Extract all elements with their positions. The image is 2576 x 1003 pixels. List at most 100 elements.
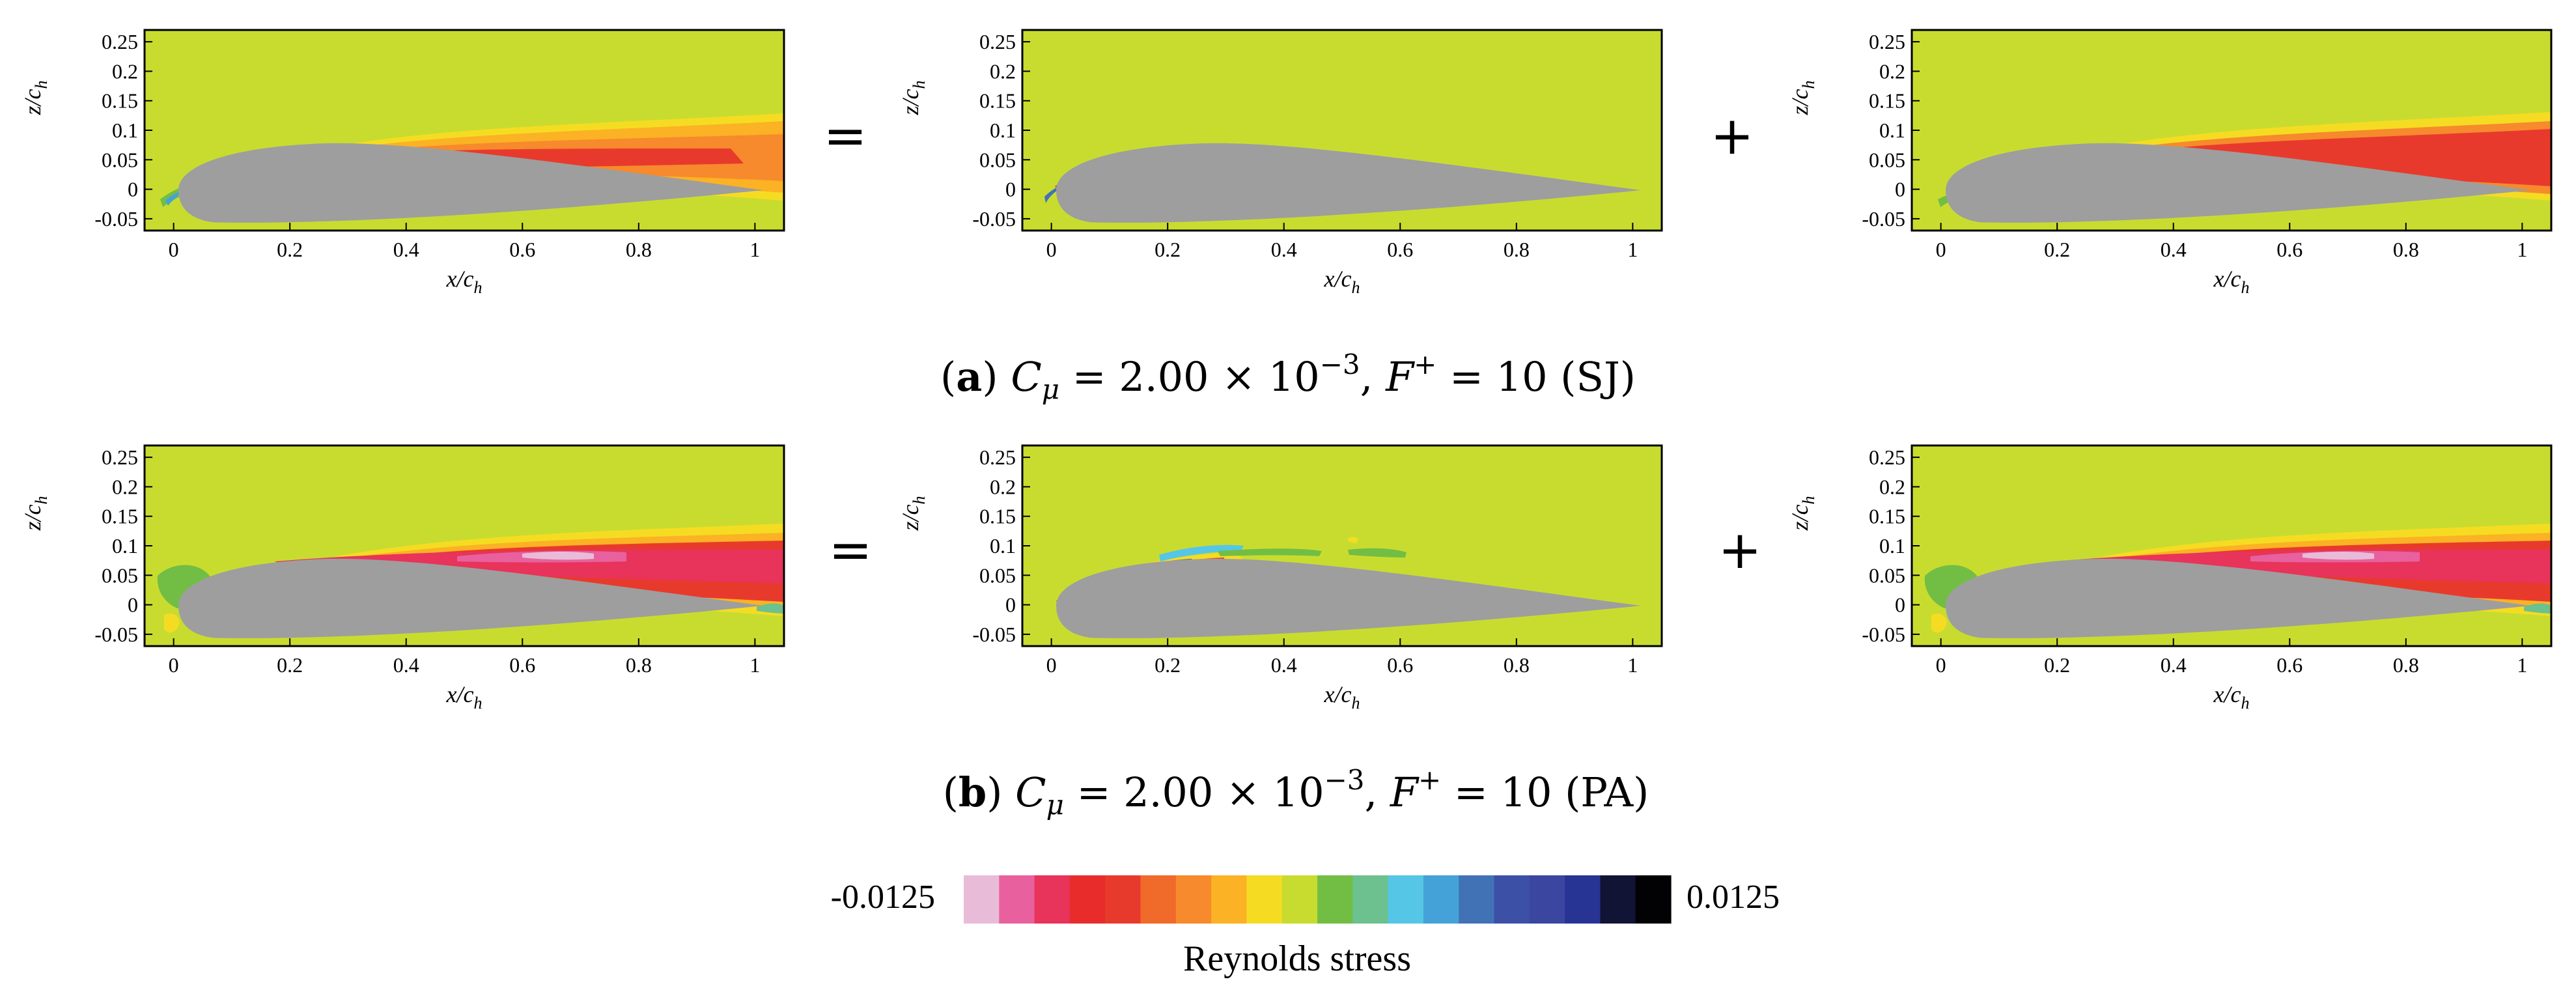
x-tick-label: 0.4 [393,238,419,261]
x-tick-label: 0 [1936,653,1946,677]
x-tick-label: 0.4 [2161,653,2187,677]
x-tick-label: 0.2 [277,653,303,677]
x-axis-label: x/ch [446,681,483,713]
y-axis-label: z/ch [1787,496,1818,531]
y-tick-label: 0 [128,593,138,617]
x-tick-label: 0.6 [1387,653,1413,677]
x-tick-label: 0.8 [626,238,652,261]
colorbar-title: Reynolds stress [1183,939,1411,979]
colorbar-swatch [1069,875,1106,924]
x-tick-label: 1 [749,238,760,261]
colorbar-swatch [964,875,1000,924]
y-tick-label: -0.05 [972,207,1016,231]
y-axis-label: z/ch [20,81,51,116]
caption-b: (b) Cμ = 2.00 × 10−3, F+ = 10 (PA) [943,764,1649,821]
axis-ticks: 0 0.2 0.4 0.6 0.8 1 0.25 0.2 0.15 0.1 0.05 0 -0.05 x/… [1787,445,2527,713]
y-tick-label: 0.15 [102,505,138,528]
panel-a-coherent: 0 0.2 0.4 0.6 0.8 1 0.25 0.2 0.15 0.1 0.05 0 -0.05 x/… [897,29,1663,297]
x-tick-label: 0.6 [509,238,535,261]
y-tick-label: 0.25 [1869,30,1905,53]
y-tick-label: 0.25 [979,30,1016,53]
y-tick-label: 0.15 [1869,89,1905,113]
panel-b-coherent: 0 0.2 0.4 0.6 0.8 1 0.25 0.2 0.15 0.1 0.05 0 -0.05 x/… [897,444,1663,713]
colorbar-swatch [1352,875,1389,924]
y-tick-label: 0.15 [1869,505,1905,528]
axis-ticks: 0 0.2 0.4 0.6 0.8 1 0.25 0.2 0.15 0.1 0.05 0 -0.05 x/… [1787,30,2527,297]
x-axis-label: x/ch [2213,266,2250,297]
y-tick-label: 0.1 [990,119,1016,142]
colorbar-swatch [1600,875,1636,924]
colorbar-swatch [1494,875,1530,924]
y-tick-label: -0.05 [1862,623,1905,646]
plus-sign: + [1710,106,1754,166]
x-tick-label: 1 [2517,238,2527,261]
x-tick-label: 1 [749,653,760,677]
colorbar-swatch [1565,875,1601,924]
y-tick-label: 0.25 [979,445,1016,469]
caption-a: (a) Cμ = 2.00 × 10−3, F+ = 10 (SJ) [940,348,1636,405]
y-tick-label: 0.1 [112,534,138,558]
x-tick-label: 0.2 [2044,238,2070,261]
colorbar-swatch [1105,875,1141,924]
colorbar-swatch [1140,875,1177,924]
y-axis-label: z/ch [20,496,51,531]
x-tick-label: 0 [1046,653,1057,677]
y-tick-label: 0.2 [1879,475,1905,498]
y-tick-label: 0.1 [1879,119,1905,142]
y-tick-label: 0.05 [102,563,138,587]
colorbar-swatch [1459,875,1495,924]
x-tick-label: 1 [1627,238,1638,261]
y-tick-label: 0.1 [112,119,138,142]
colorbar-swatch [999,875,1035,924]
y-tick-label: 0.15 [979,89,1016,113]
colorbar-swatch [1317,875,1353,924]
y-axis-label: z/ch [897,496,929,531]
y-tick-label: 0 [1895,178,1905,201]
y-tick-label: 0.2 [990,59,1016,83]
x-tick-label: 1 [2517,653,2527,677]
y-tick-label: 0.2 [1879,59,1905,83]
colorbar-swatch [1529,875,1565,924]
x-tick-label: 0.4 [393,653,419,677]
x-tick-label: 0.6 [2276,238,2303,261]
y-tick-label: 0.05 [1869,148,1905,171]
y-axis-label: z/ch [1787,81,1818,116]
axis-ticks: 0 0.2 0.4 0.6 0.8 1 0.25 0.2 0.15 0.1 0.05 0 -0.05 x/… [897,445,1638,713]
y-tick-label: 0.2 [990,475,1016,498]
y-tick-label: 0.05 [102,148,138,171]
x-tick-label: 0.8 [2393,238,2419,261]
y-tick-label: 0 [1005,178,1016,201]
y-tick-label: 0 [1005,593,1016,617]
y-tick-label: 0.2 [112,59,138,83]
colorbar-max-label: 0.0125 [1687,879,1780,916]
colorbar-min-label: -0.0125 [831,879,935,916]
x-tick-label: 0.8 [2393,653,2419,677]
panel-a-total: 0 0.2 0.4 0.6 0.8 1 0.25 0.2 0.15 0.1 0.05 0 -0.05 x/… [20,29,785,297]
x-tick-label: 0.2 [1155,653,1181,677]
y-tick-label: 0.15 [979,505,1016,528]
y-tick-label: 0.05 [979,148,1016,171]
x-tick-label: 0 [169,653,179,677]
colorbar-swatch [1281,875,1318,924]
x-tick-label: 0.4 [2161,238,2187,261]
x-tick-label: 0.2 [1155,238,1181,261]
x-axis-label: x/ch [446,266,483,297]
y-tick-label: 0 [1895,593,1905,617]
colorbar-swatch [1246,875,1283,924]
panel-a-turbulent: 0 0.2 0.4 0.6 0.8 1 0.25 0.2 0.15 0.1 0.05 0 -0.05 x/… [1787,29,2553,297]
colorbar-swatch [1211,875,1247,924]
x-tick-label: 0.6 [1387,238,1413,261]
equals-sign: = [828,520,872,580]
x-tick-label: 0.8 [1504,238,1530,261]
y-tick-label: 0.1 [1879,534,1905,558]
y-tick-label: 0.05 [979,563,1016,587]
x-tick-label: 0.2 [2044,653,2070,677]
colorbar-swatch [1034,875,1071,924]
axis-ticks: 0 0.2 0.4 0.6 0.8 1 0.25 0.2 0.15 0.1 0.05 0 -0.05 x/… [20,30,760,297]
x-axis-label: x/ch [1324,266,1360,297]
y-tick-label: 0.25 [102,30,138,53]
panel-b-turbulent: 0 0.2 0.4 0.6 0.8 1 0.25 0.2 0.15 0.1 0.05 0 -0.05 x/… [1787,444,2553,713]
x-axis-label: x/ch [2213,681,2250,713]
colorbar-swatch [1635,875,1672,924]
